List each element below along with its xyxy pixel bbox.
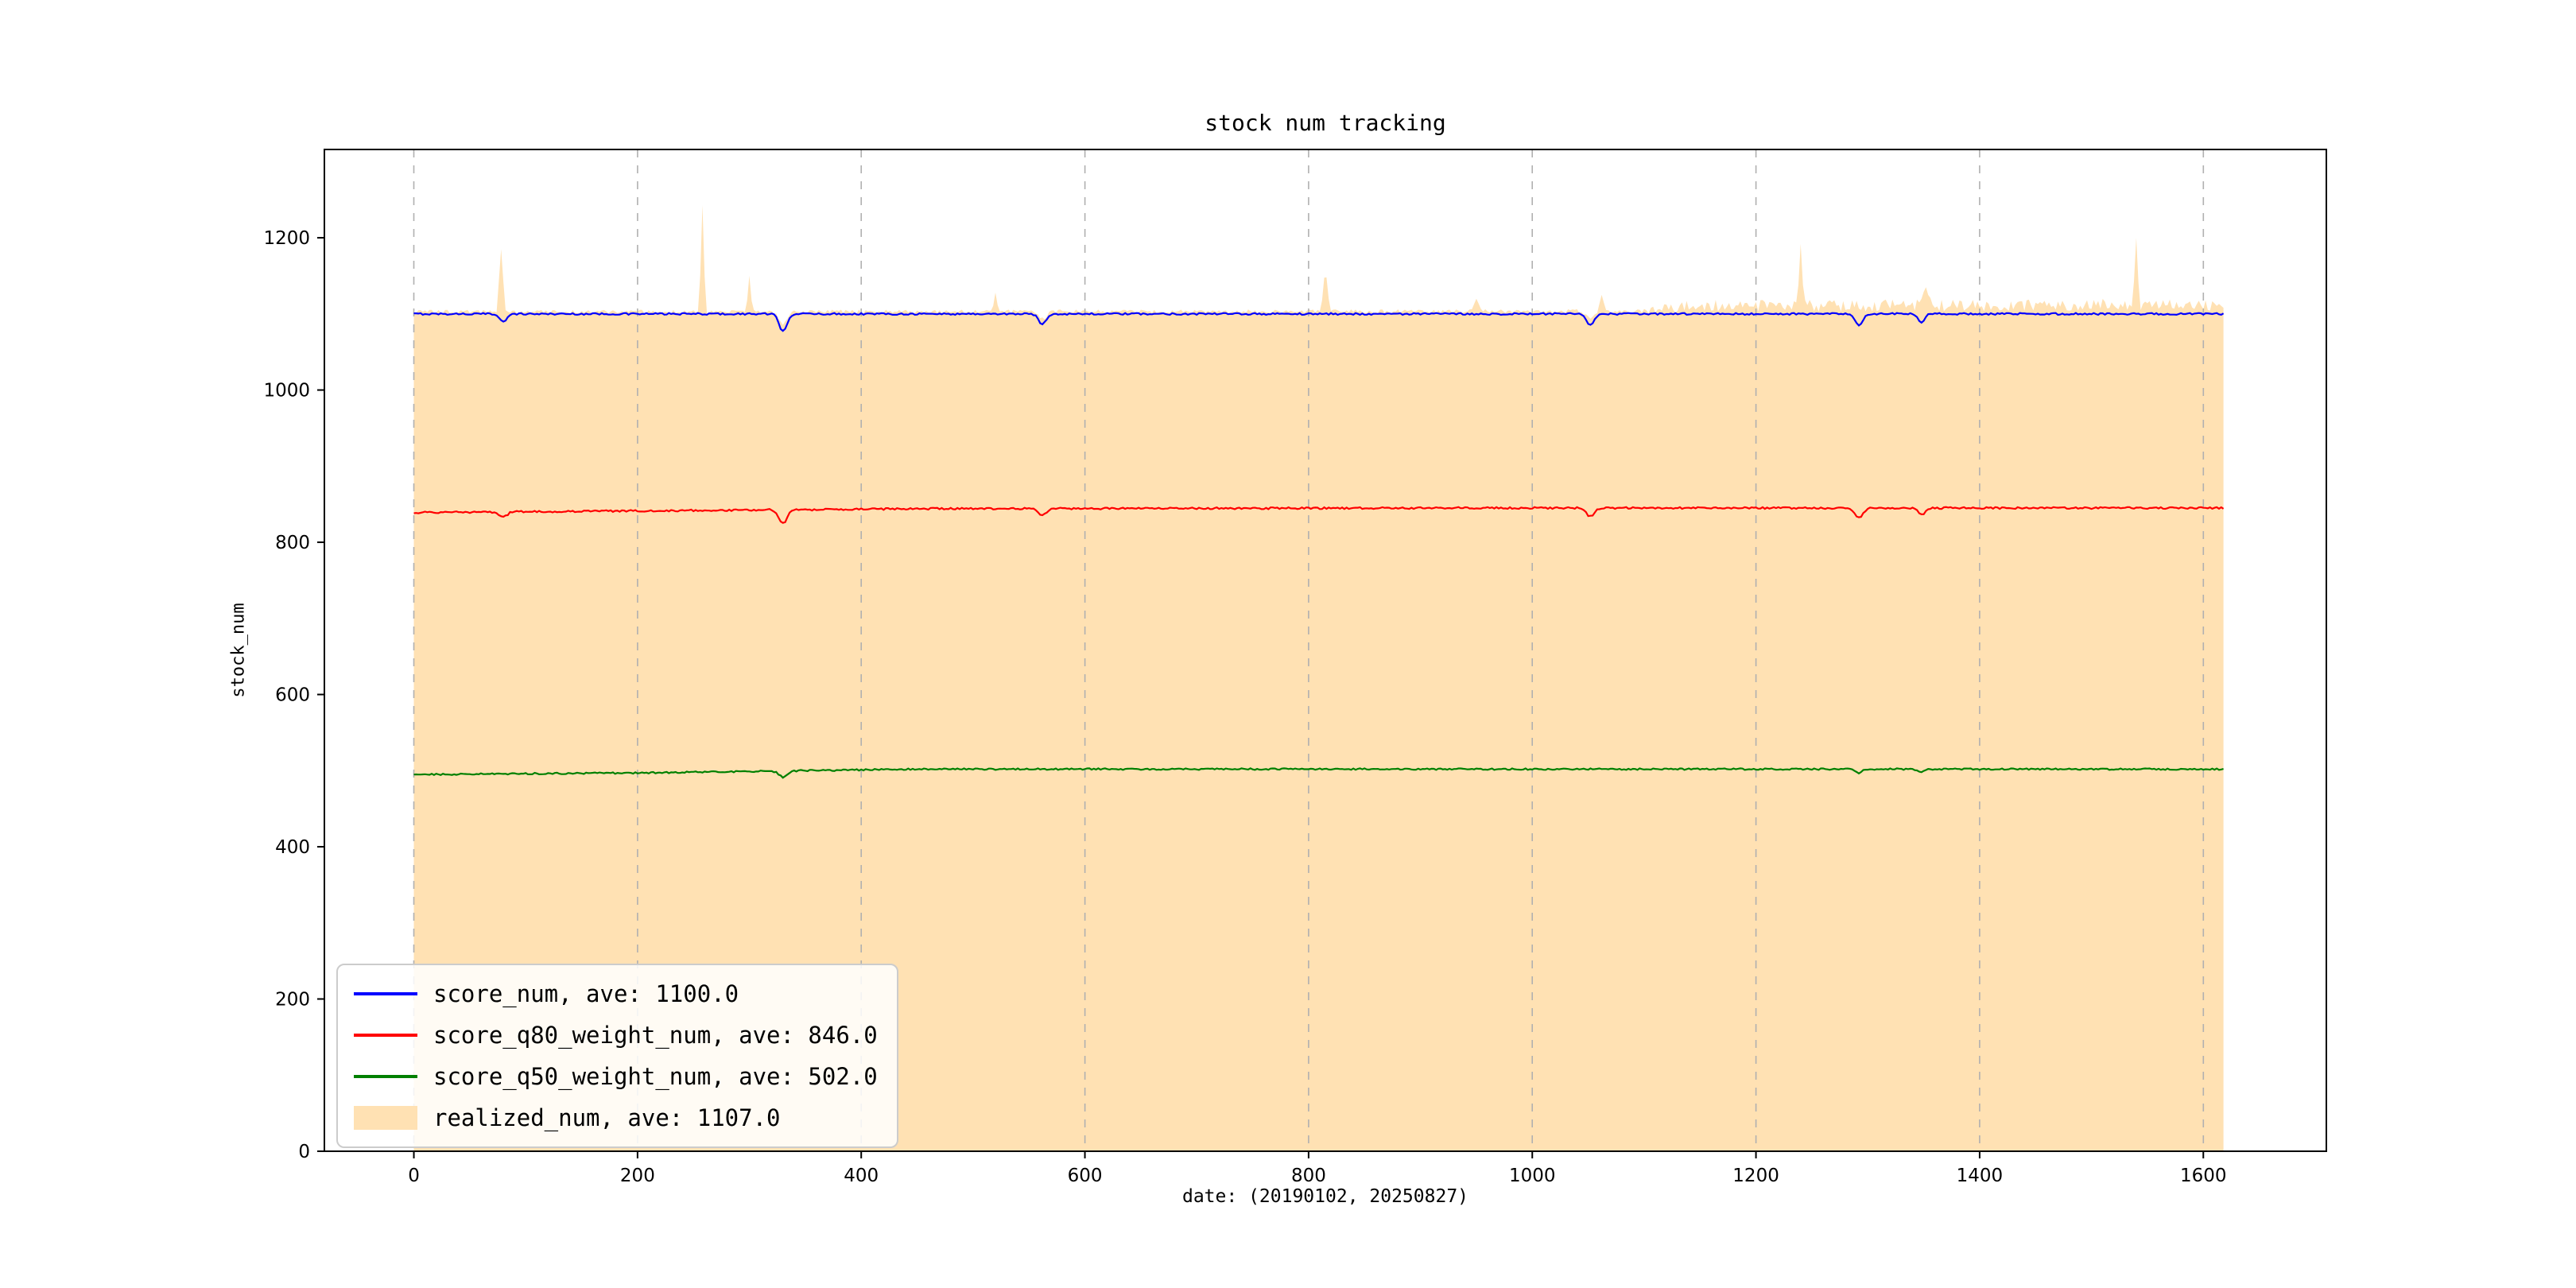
line-series-layer [413, 312, 2225, 779]
x-axis-label: date: (20190102, 20250827) [1181, 1186, 1469, 1207]
legend-label: score_num, ave: 1100.0 [433, 980, 739, 1007]
svg-text:200: 200 [620, 1166, 655, 1186]
svg-text:200: 200 [275, 990, 310, 1011]
svg-text:600: 600 [1068, 1166, 1103, 1186]
legend-line-swatch-green [354, 1075, 417, 1078]
svg-text:1600: 1600 [2180, 1166, 2227, 1186]
legend-label: score_q50_weight_num, ave: 502.0 [433, 1063, 878, 1090]
svg-text:600: 600 [275, 685, 310, 706]
axis-tick-labels: 0 200 400 600 800 1000 1200 1400 1600 0 200 400 600 8… [263, 228, 2226, 1186]
chart-title: stock num tracking [1205, 110, 1446, 136]
legend-line-swatch-blue [354, 992, 417, 995]
svg-text:1000: 1000 [263, 381, 310, 402]
svg-text:1200: 1200 [1732, 1166, 1779, 1186]
area-series-layer [413, 204, 2224, 1151]
plot-border [324, 149, 2327, 1152]
legend-item-score-num: score_num, ave: 1100.0 [354, 976, 878, 1011]
svg-text:400: 400 [275, 837, 310, 858]
legend-item-score-q80-weight-num: score_q80_weight_num, ave: 846.0 [354, 1018, 878, 1053]
svg-text:1000: 1000 [1509, 1166, 1556, 1186]
svg-text:0: 0 [408, 1166, 420, 1186]
legend-label: score_q80_weight_num, ave: 846.0 [433, 1022, 878, 1049]
legend-line-swatch-red [354, 1034, 417, 1037]
svg-text:800: 800 [1291, 1166, 1326, 1186]
y-axis-label: stock_num [228, 603, 249, 698]
legend-item-score-q50-weight-num: score_q50_weight_num, ave: 502.0 [354, 1059, 878, 1094]
svg-text:0: 0 [298, 1142, 310, 1162]
svg-text:400: 400 [844, 1166, 879, 1186]
svg-text:1400: 1400 [1957, 1166, 2004, 1186]
svg-text:800: 800 [275, 533, 310, 553]
legend: score_num, ave: 1100.0 score_q80_weight_… [336, 964, 898, 1148]
svg-text:1200: 1200 [263, 228, 310, 249]
legend-label: realized_num, ave: 1107.0 [433, 1104, 781, 1131]
axis-ticks [317, 237, 2205, 1158]
legend-patch-swatch-orange [354, 1106, 417, 1130]
legend-item-realized-num: realized_num, ave: 1107.0 [354, 1100, 878, 1135]
